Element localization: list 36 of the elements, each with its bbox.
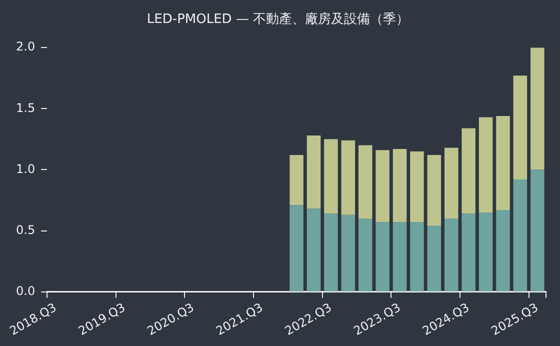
- bar: [341, 214, 356, 292]
- bar: [496, 210, 510, 292]
- bar: [462, 214, 476, 292]
- y-tick-label: 1.0: [16, 162, 36, 176]
- chart-title: LED-PMOLED — 不動產、廠房及設備（季）: [146, 11, 410, 28]
- bar: [496, 116, 510, 210]
- bar: [478, 212, 493, 292]
- bar: [444, 148, 458, 219]
- y-tick-label: 1.5: [16, 100, 36, 115]
- bar: [530, 48, 544, 170]
- bar: [513, 76, 528, 180]
- bar: [376, 222, 390, 292]
- bar: [410, 151, 424, 222]
- bar: [513, 179, 528, 292]
- bar: [358, 218, 372, 292]
- bar: [444, 218, 458, 292]
- bar: [427, 226, 442, 292]
- bar: [290, 205, 304, 292]
- bar: [358, 145, 372, 219]
- bar: [427, 155, 442, 226]
- bar: [392, 222, 407, 292]
- bar: [306, 136, 321, 209]
- bar: [462, 128, 476, 214]
- bar: [530, 170, 544, 292]
- bar: [410, 222, 424, 292]
- bar: [306, 208, 321, 292]
- bar: [341, 140, 356, 215]
- bar: [376, 150, 390, 222]
- y-tick-label: 0.0: [16, 284, 36, 298]
- bar: [290, 155, 304, 206]
- y-tick-label: 2.0: [16, 40, 36, 54]
- bar: [478, 117, 493, 212]
- y-tick-label: 0.5: [16, 222, 36, 237]
- bar: [392, 148, 407, 222]
- bar: [324, 139, 338, 214]
- bar: [324, 214, 338, 292]
